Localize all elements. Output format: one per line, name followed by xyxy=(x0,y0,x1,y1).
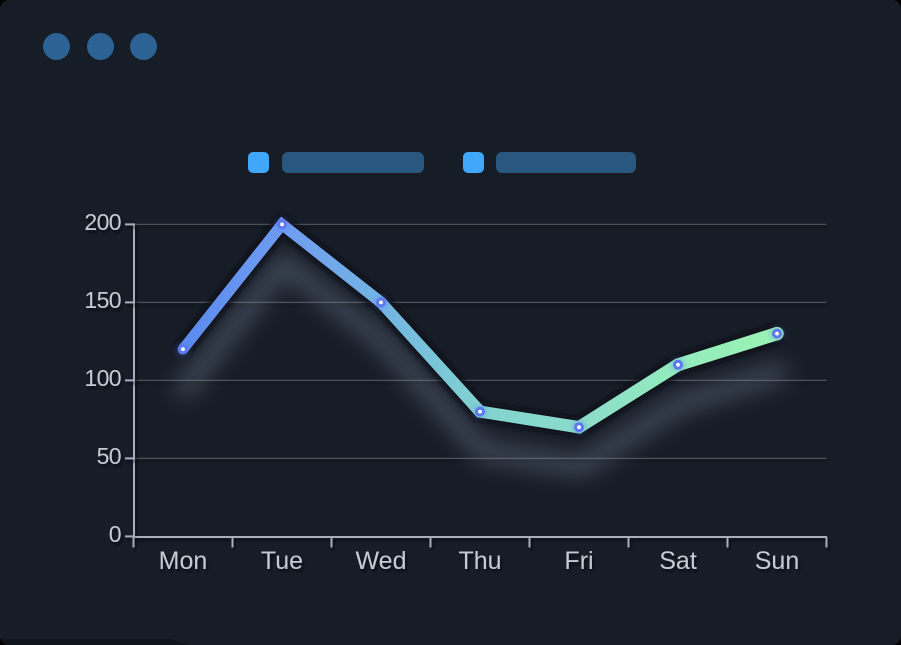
svg-text:Sat: Sat xyxy=(659,547,697,575)
svg-text:200: 200 xyxy=(84,209,121,235)
svg-text:Sun: Sun xyxy=(755,547,799,575)
svg-text:Tue: Tue xyxy=(261,547,303,575)
svg-text:100: 100 xyxy=(84,365,121,391)
svg-text:Fri: Fri xyxy=(564,547,593,575)
svg-text:50: 50 xyxy=(97,443,121,469)
svg-text:Wed: Wed xyxy=(356,547,407,575)
svg-text:Thu: Thu xyxy=(458,547,501,575)
svg-text:0: 0 xyxy=(109,521,121,547)
svg-text:Mon: Mon xyxy=(159,547,208,575)
svg-text:150: 150 xyxy=(84,287,121,313)
